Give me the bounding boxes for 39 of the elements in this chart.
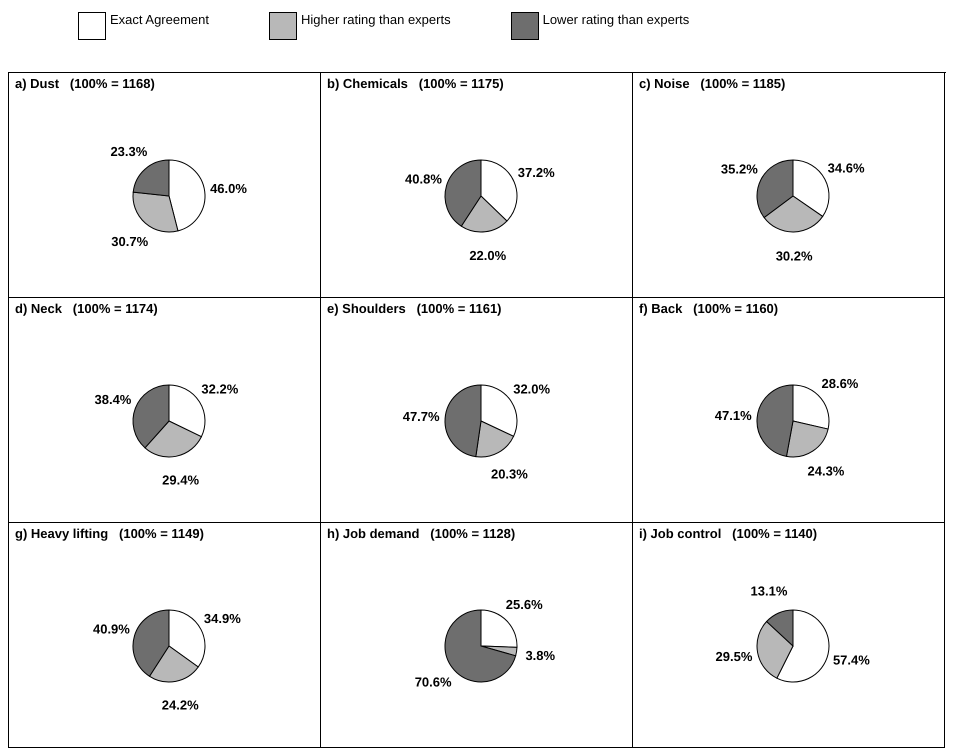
data-label: 57.4% bbox=[832, 652, 870, 668]
data-label: 35.2% bbox=[720, 162, 758, 177]
data-label: 32.0% bbox=[513, 381, 551, 396]
chart-title: e) Shoulders (100% = 1161) bbox=[327, 301, 502, 316]
data-label: 29.4% bbox=[162, 472, 200, 488]
chart-title: d) Neck (100% = 1174) bbox=[15, 301, 158, 316]
data-label: 47.1% bbox=[714, 408, 752, 424]
data-label: 29.5% bbox=[716, 649, 753, 664]
data-label: 28.6% bbox=[822, 376, 859, 392]
data-label: 25.6% bbox=[506, 596, 544, 612]
legend-label: Lower rating than experts bbox=[542, 12, 690, 27]
legend-label: Higher rating than experts bbox=[301, 12, 451, 27]
data-label: 13.1% bbox=[750, 584, 788, 599]
data-label: 30.2% bbox=[776, 248, 813, 264]
text: a) Dust (100% = 1168) bbox=[15, 76, 155, 91]
data-label: 47.7% bbox=[402, 409, 440, 424]
data-label: 22.0% bbox=[469, 248, 507, 264]
data-label: 40.8% bbox=[405, 171, 442, 186]
data-label: 37.2% bbox=[518, 165, 556, 180]
data-label: 46.0% bbox=[210, 180, 248, 196]
chart-title: b) Chemicals (100% = 1175) bbox=[327, 76, 504, 91]
data-label: 30.7% bbox=[111, 234, 149, 249]
data-label: 34.9% bbox=[204, 611, 242, 626]
data-label: 70.6% bbox=[414, 674, 452, 690]
data-label: 32.2% bbox=[201, 382, 239, 397]
data-label: 3.8% bbox=[525, 648, 556, 663]
data-label: 24.3% bbox=[808, 464, 845, 479]
data-label: 40.9% bbox=[93, 622, 130, 637]
chart-title: c) Noise (100% = 1185) bbox=[639, 76, 786, 91]
chart-title: f) Back (100% = 1160) bbox=[639, 301, 778, 316]
data-label: 20.3% bbox=[490, 466, 528, 482]
data-label: 38.4% bbox=[94, 392, 132, 408]
chart-title: h) Job demand (100% = 1128) bbox=[327, 526, 516, 541]
legend-label: Exact Agreement bbox=[110, 12, 209, 27]
chart-title: i) Job control (100% = 1140) bbox=[639, 526, 818, 541]
data-label: 34.6% bbox=[828, 160, 865, 176]
data-label: 23.3% bbox=[110, 144, 148, 159]
chart-title: g) Heavy lifting (100% = 1149) bbox=[15, 526, 204, 541]
data-label: 24.2% bbox=[162, 697, 200, 712]
